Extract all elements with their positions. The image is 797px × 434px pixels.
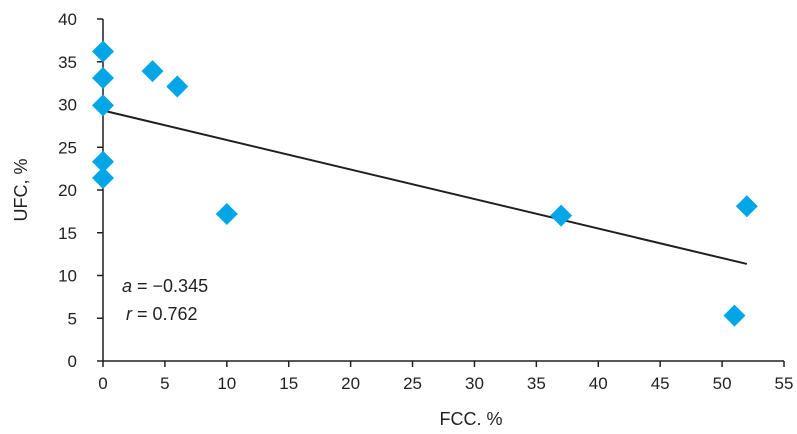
x-tick-label: 55: [775, 374, 794, 393]
data-point-diamond: [735, 195, 758, 218]
correlation-annotation: r = 0.762: [126, 304, 198, 324]
correlation-symbol: r: [126, 304, 133, 324]
y-tick-label: 10: [58, 267, 77, 286]
x-tick-label: 0: [98, 374, 107, 393]
y-tick-label: 20: [58, 181, 77, 200]
data-point-diamond: [166, 75, 189, 98]
x-tick-label: 25: [403, 374, 422, 393]
x-tick-label: 15: [279, 374, 298, 393]
data-point-diamond: [723, 304, 746, 327]
slope-value: = −0.345: [132, 276, 208, 296]
y-tick-label: 25: [58, 138, 77, 157]
x-tick-label: 35: [527, 374, 546, 393]
data-point-diamond: [550, 204, 573, 227]
trendline-group: [102, 109, 748, 265]
data-point-diamond: [215, 202, 238, 225]
slope-symbol: a: [122, 276, 132, 296]
data-point-diamond: [92, 40, 114, 63]
data-point-diamond: [92, 150, 114, 173]
data-point-diamond: [92, 167, 114, 190]
x-tick-label: 50: [713, 374, 732, 393]
x-tick-label: 10: [217, 374, 236, 393]
x-axis-ticks: 0 5 10 15 20 25 30 35 40 45 50 55: [98, 361, 793, 393]
y-axis-title: UFC, %: [11, 159, 31, 222]
data-point-diamond: [92, 94, 114, 117]
data-points: [92, 40, 758, 327]
x-tick-label: 30: [465, 374, 484, 393]
y-tick-label: 30: [58, 96, 77, 115]
y-tick-label: 40: [58, 10, 77, 29]
y-axis-ticks: 0 5 10 15 20 25 30 35 40: [58, 10, 103, 371]
x-tick-label: 40: [589, 374, 608, 393]
x-axis-title: FCC. %: [440, 409, 503, 429]
y-tick-label: 35: [58, 53, 77, 72]
trendline: [102, 109, 748, 265]
y-tick-label: 15: [58, 224, 77, 243]
correlation-value: = 0.762: [132, 304, 198, 324]
axes: 0 5 10 15 20 25 30 35 40 45 50 55 0 5 10 15 20 25 30 35 40: [58, 10, 793, 393]
y-tick-label: 5: [68, 309, 77, 328]
x-tick-label: 45: [651, 374, 670, 393]
data-point-diamond: [141, 60, 164, 83]
slope-annotation: a = −0.345: [122, 276, 208, 296]
x-tick-label: 20: [341, 374, 360, 393]
data-point-diamond: [92, 66, 114, 89]
y-tick-label: 0: [68, 352, 77, 371]
x-tick-label: 5: [160, 374, 169, 393]
